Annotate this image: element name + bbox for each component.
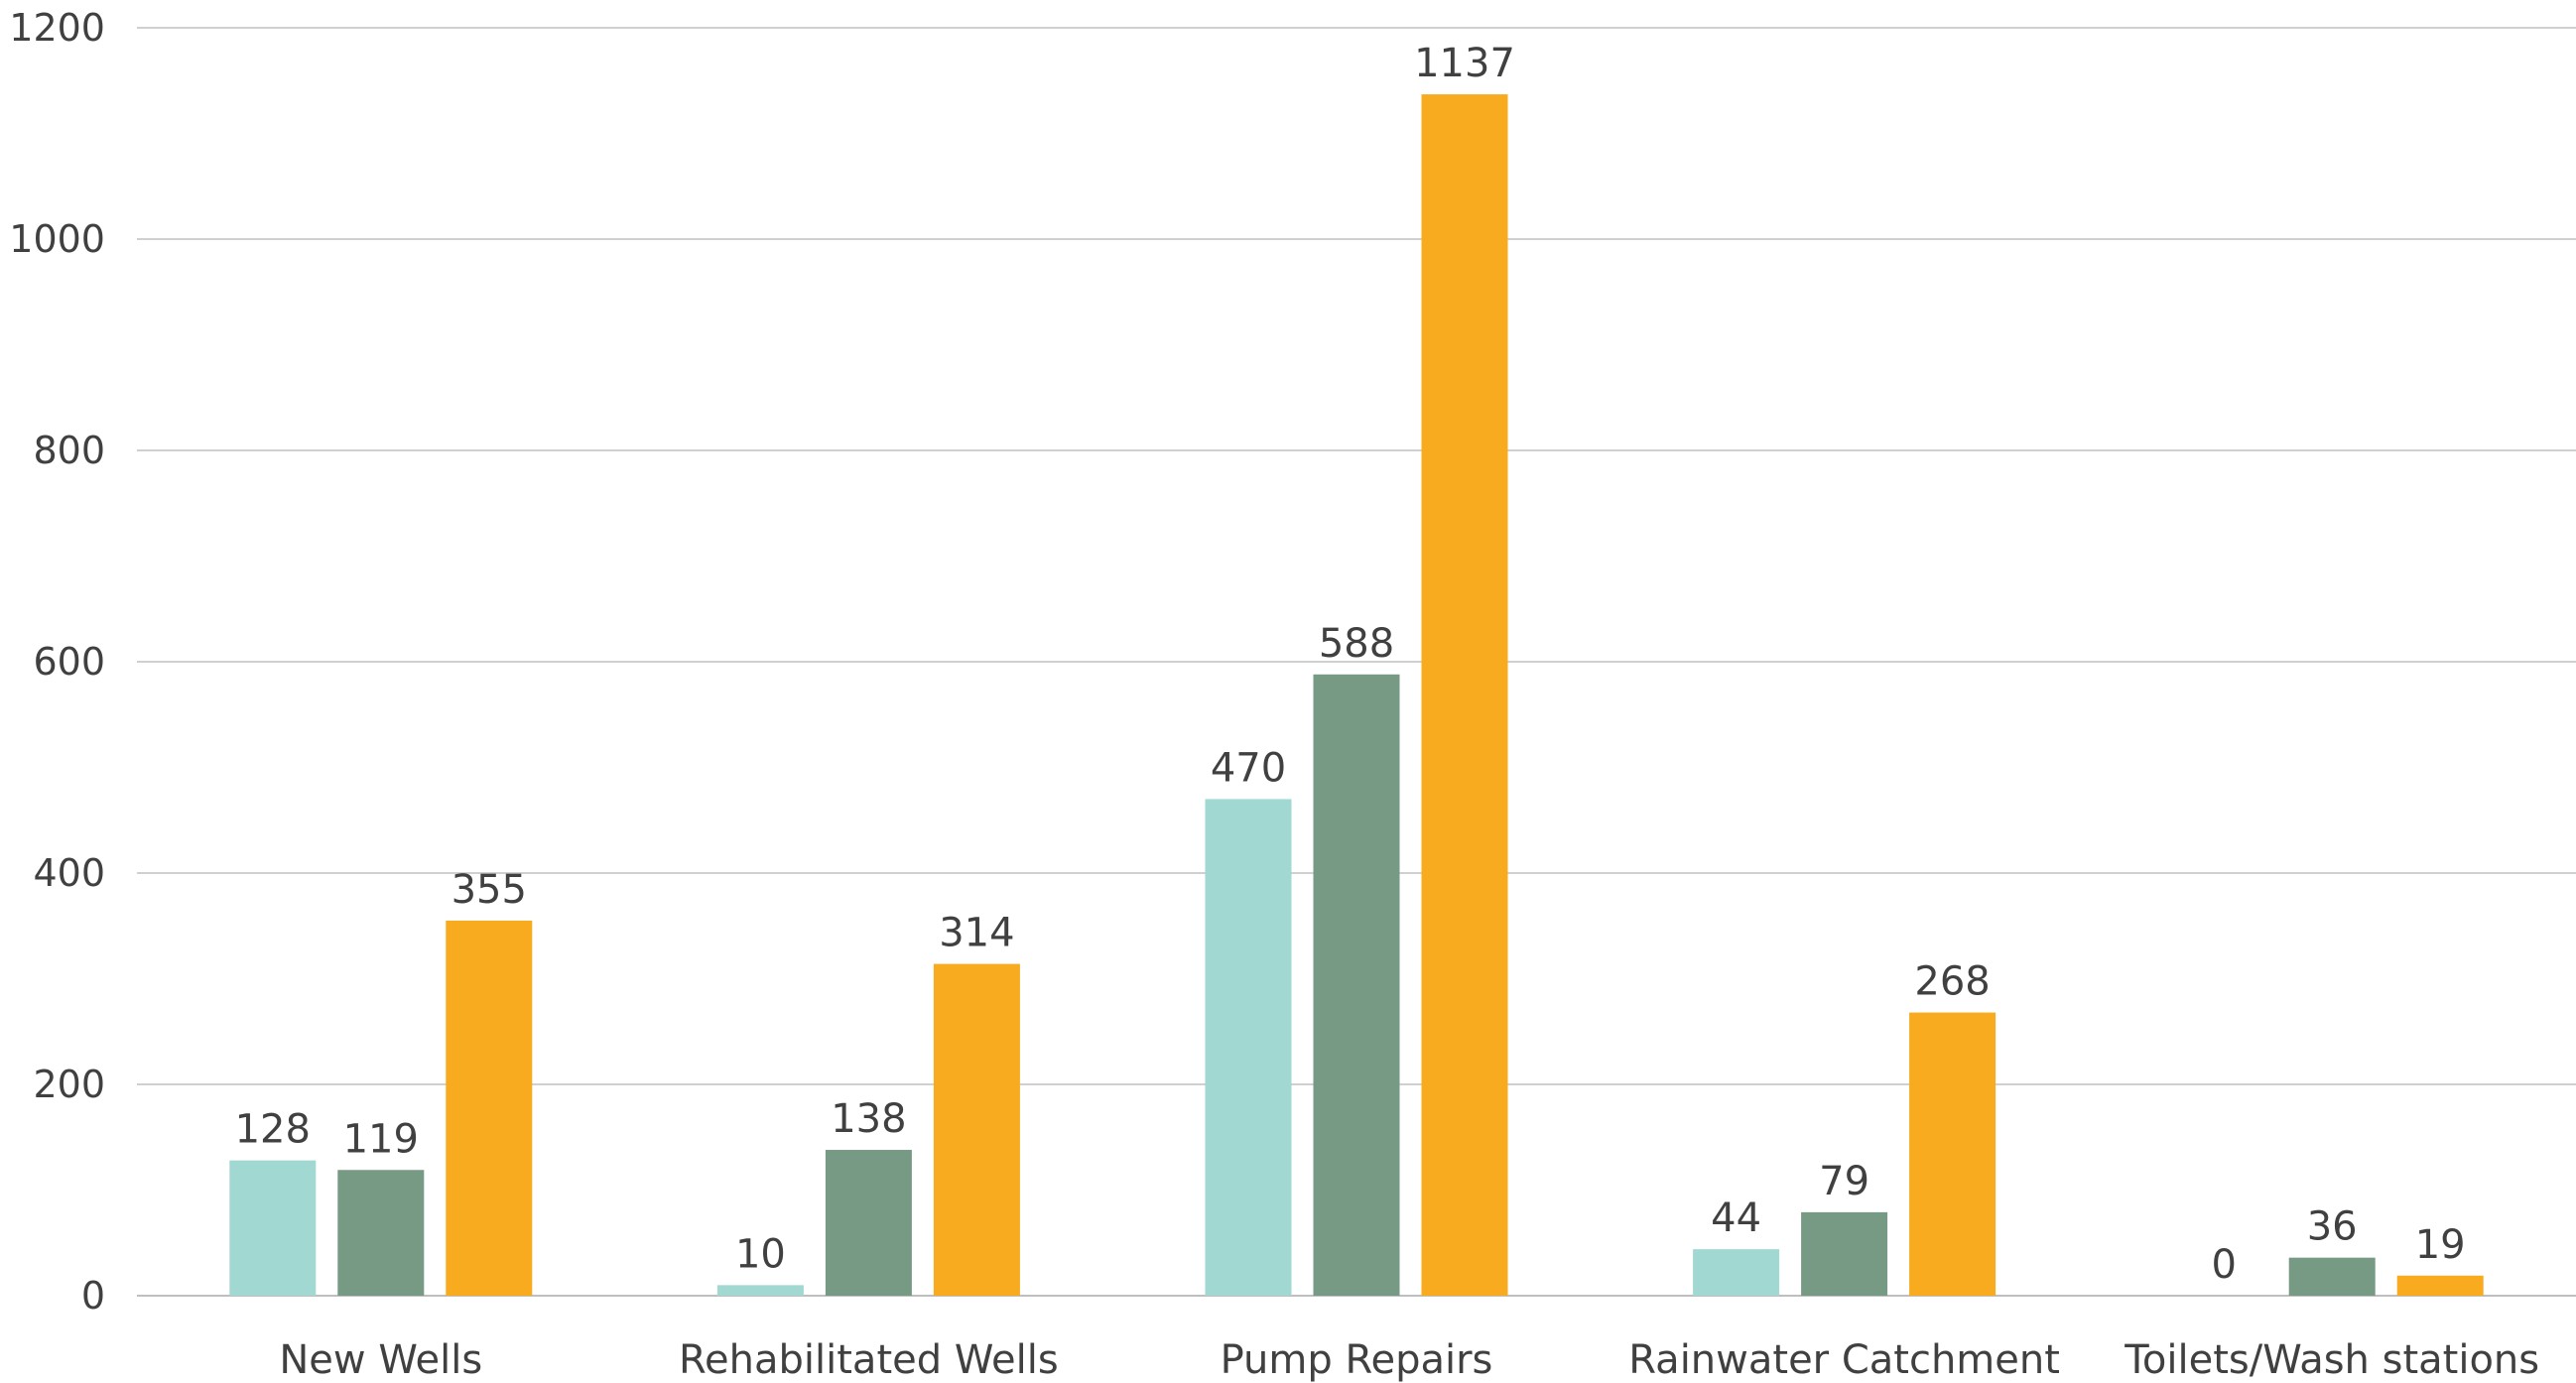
y-tick-label: 1200 xyxy=(9,6,105,50)
bar xyxy=(934,964,1020,1296)
data-label: 0 xyxy=(2211,1242,2236,1288)
y-tick-label: 0 xyxy=(81,1274,105,1318)
data-label: 1137 xyxy=(1414,41,1515,86)
data-label: 470 xyxy=(1211,745,1286,791)
bar xyxy=(1314,675,1400,1296)
y-tick-label: 600 xyxy=(33,640,105,684)
data-label: 138 xyxy=(831,1096,906,1142)
category-label: New Wells xyxy=(279,1337,482,1383)
y-tick-label: 400 xyxy=(33,851,105,895)
x-axis-categories: New Wells Rehabilitated Wells Pump Repairs… xyxy=(279,1337,2539,1383)
data-label: 314 xyxy=(939,911,1014,956)
bar xyxy=(826,1150,912,1296)
data-label: 19 xyxy=(2415,1222,2466,1268)
bar xyxy=(1206,799,1292,1296)
bar xyxy=(337,1170,424,1296)
bars xyxy=(229,94,2483,1296)
category-label: Toilets/Wash stations xyxy=(2124,1337,2539,1383)
y-axis-ticks: 0 200 400 600 800 1000 1200 xyxy=(9,6,105,1318)
bar xyxy=(1801,1212,1887,1296)
data-label: 79 xyxy=(1819,1159,1869,1204)
bar xyxy=(229,1161,316,1296)
bar xyxy=(2397,1276,2484,1296)
data-label: 36 xyxy=(2307,1204,2358,1250)
data-label: 268 xyxy=(1914,959,1990,1005)
data-label: 128 xyxy=(235,1107,311,1153)
data-label: 10 xyxy=(735,1231,786,1277)
category-label: Pump Repairs xyxy=(1221,1337,1493,1383)
bar xyxy=(2289,1258,2376,1296)
category-label: Rehabilitated Wells xyxy=(679,1337,1059,1383)
y-tick-label: 200 xyxy=(33,1063,105,1106)
category-label: Rainwater Catchment xyxy=(1628,1337,2060,1383)
bar xyxy=(717,1285,804,1296)
data-label: 44 xyxy=(1711,1195,1761,1241)
bar xyxy=(1693,1249,1779,1296)
bar xyxy=(446,921,532,1296)
bar xyxy=(1909,1013,1996,1296)
data-label: 355 xyxy=(451,867,527,913)
data-label: 119 xyxy=(343,1116,419,1162)
y-tick-label: 1000 xyxy=(9,217,105,261)
data-label: 588 xyxy=(1319,621,1394,667)
bar xyxy=(1422,94,1508,1296)
y-tick-label: 800 xyxy=(33,429,105,472)
